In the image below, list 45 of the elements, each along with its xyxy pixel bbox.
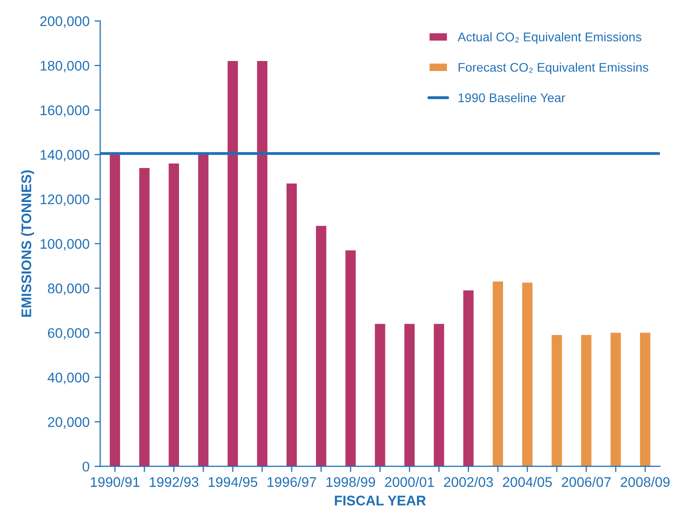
bar bbox=[581, 334, 592, 466]
x-tick-label: 2002/03 bbox=[444, 476, 493, 487]
y-tick-label: 160,000 bbox=[40, 105, 90, 117]
bar bbox=[257, 61, 268, 466]
y-tick-label: 0 bbox=[82, 462, 90, 472]
bar bbox=[168, 163, 179, 466]
x-tick-label: 2004/05 bbox=[502, 476, 552, 487]
bar bbox=[610, 332, 621, 466]
y-tick-label: 60,000 bbox=[48, 328, 90, 340]
y-tick-label: 100,000 bbox=[40, 238, 90, 250]
y-axis-title: EMISSIONS (TONNES) bbox=[21, 170, 34, 317]
bar bbox=[492, 282, 504, 466]
x-tick-label: 1998/99 bbox=[326, 476, 376, 487]
bar bbox=[228, 61, 238, 466]
bar bbox=[286, 184, 297, 466]
legend-label: Forecast CO₂ Equivalent Emissins bbox=[458, 62, 648, 74]
bar bbox=[640, 332, 650, 466]
y-tick-label: 180,000 bbox=[40, 60, 90, 72]
bar bbox=[316, 226, 326, 466]
bar bbox=[552, 334, 562, 466]
x-tick-label: 1992/93 bbox=[150, 476, 198, 487]
x-tick-label: 1990/91 bbox=[90, 476, 140, 487]
y-tick-label: 20,000 bbox=[48, 417, 90, 429]
bar bbox=[522, 282, 532, 466]
legend-label: Actual CO₂ Equivalent Emissions bbox=[458, 32, 642, 44]
y-tick-label: 200,000 bbox=[40, 16, 90, 28]
bar bbox=[139, 168, 150, 466]
bar bbox=[463, 290, 474, 466]
y-tick-label: 40,000 bbox=[48, 372, 90, 384]
x-axis-title: FISCAL YEAR bbox=[334, 496, 426, 506]
bar bbox=[198, 154, 208, 466]
x-tick-label: 2000/01 bbox=[385, 476, 434, 487]
bar bbox=[345, 250, 356, 466]
y-tick-label: 140,000 bbox=[40, 150, 90, 162]
bar bbox=[434, 324, 444, 466]
y-tick-label: 80,000 bbox=[48, 284, 90, 296]
x-tick-label: 2006/07 bbox=[562, 476, 611, 487]
y-tick-label: 120,000 bbox=[40, 194, 90, 206]
bar bbox=[110, 154, 120, 466]
x-tick-label: 1996/97 bbox=[268, 476, 316, 487]
legend-label: 1990 Baseline Year bbox=[458, 93, 566, 102]
bar bbox=[404, 324, 415, 466]
bar bbox=[374, 324, 386, 466]
x-tick-label: 1994/95 bbox=[208, 476, 258, 487]
x-tick-label: 2008/09 bbox=[620, 476, 670, 487]
